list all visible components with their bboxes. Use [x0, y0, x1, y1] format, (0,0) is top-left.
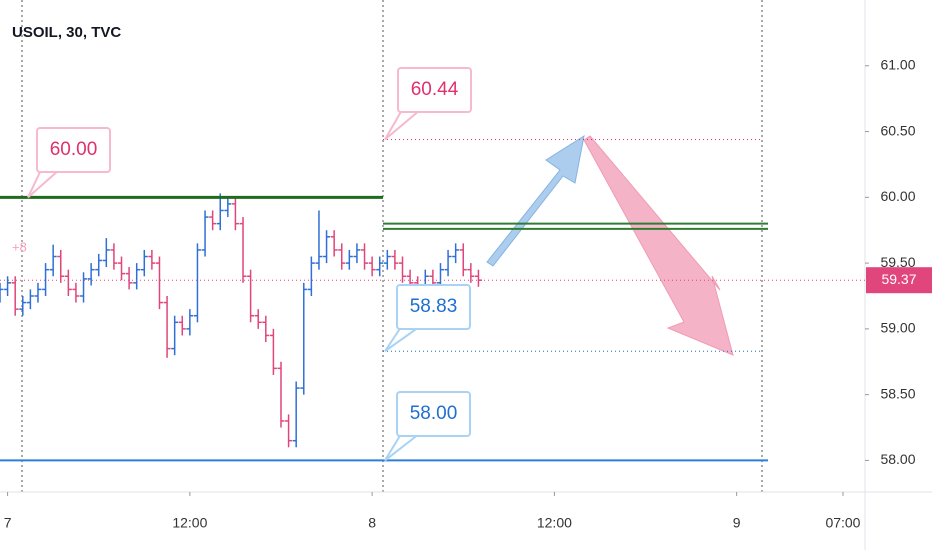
ohlc-bar	[171, 315, 179, 356]
ohlc-bar	[292, 381, 300, 448]
ohlc-bar	[19, 295, 27, 316]
ohlc-bar	[57, 249, 65, 283]
ohlc-bar	[155, 256, 163, 310]
x-tick-label: 9	[733, 515, 741, 531]
ohlc-bar	[345, 249, 353, 270]
ohlc-bar	[323, 230, 331, 264]
ohlc-bar	[95, 253, 103, 277]
callout-pointer	[384, 109, 421, 141]
faint-label: +8	[12, 239, 27, 254]
ohlc-bar	[315, 210, 323, 270]
callout-label: 60.44	[411, 79, 459, 100]
ohlc-bar	[361, 243, 369, 270]
ohlc-bar	[277, 361, 285, 428]
ohlc-bar	[247, 269, 255, 323]
ohlc-bar	[49, 244, 57, 277]
ohlc-bar	[269, 328, 277, 375]
ohlc-bar	[178, 315, 186, 336]
callout-pointer	[27, 169, 60, 199]
ohlc-bar	[26, 289, 34, 310]
callout-box	[397, 67, 472, 113]
ohlc-bar	[459, 243, 467, 277]
ohlc-bar	[452, 243, 460, 264]
ohlc-bar	[383, 249, 391, 270]
last-price-box	[866, 267, 932, 294]
ohlc-bar	[118, 256, 126, 281]
ohlc-bar	[110, 243, 118, 270]
ohlc-bar	[148, 249, 156, 270]
ohlc-bar	[0, 282, 4, 303]
ohlc-bar	[467, 263, 475, 283]
y-tick-label: 58.00	[880, 451, 915, 467]
ohlc-bar	[42, 263, 50, 296]
callout-label: 60.00	[50, 139, 98, 160]
down-arrow	[583, 135, 734, 356]
ohlc-bar	[11, 276, 19, 316]
ohlc-bar	[224, 197, 232, 218]
ohlc-bar	[254, 309, 262, 329]
up-arrow	[486, 134, 585, 267]
ohlc-bar	[300, 282, 308, 395]
ohlc-bar	[444, 249, 452, 277]
ohlc-bar	[239, 217, 247, 283]
ohlc-bar	[209, 210, 217, 231]
ohlc-bar	[353, 243, 361, 264]
y-tick-label: 60.50	[880, 122, 915, 138]
ohlc-bar	[125, 267, 133, 290]
ohlc-bar	[133, 263, 141, 290]
ohlc-bar	[64, 269, 72, 296]
ohlc-bar	[391, 249, 399, 270]
callout-pointer	[384, 326, 420, 353]
ohlc-bar	[368, 256, 376, 277]
callout-label: 58.83	[410, 296, 458, 317]
ohlc-bar	[87, 263, 95, 286]
ohlc-bar	[216, 193, 224, 231]
x-tick-label: 8	[368, 515, 376, 531]
callout-pointer	[384, 433, 420, 462]
callout-box	[396, 391, 471, 437]
y-tick-label: 61.00	[880, 56, 915, 72]
callout-box	[36, 127, 111, 173]
y-tick-label: 59.50	[880, 254, 915, 270]
y-tick-label: 58.50	[880, 385, 915, 401]
last-price-label: 59.37	[881, 271, 916, 287]
x-tick-label: 12:00	[172, 515, 207, 531]
ohlc-bar	[140, 249, 148, 277]
callout-box	[396, 284, 471, 330]
ohlc-bar	[186, 309, 194, 336]
ohlc-bar	[34, 282, 42, 303]
ohlc-bar	[102, 238, 110, 268]
chart-title: USOIL, 30, TVC	[12, 24, 121, 41]
ohlc-bar	[376, 256, 384, 277]
ohlc-bar	[201, 210, 209, 257]
y-tick-label: 59.00	[880, 320, 915, 336]
ohlc-bar	[307, 256, 315, 296]
ohlc-bar	[399, 256, 407, 283]
y-tick-label: 60.00	[880, 188, 915, 204]
ohlc-bar	[262, 315, 270, 343]
ohlc-bar	[193, 243, 201, 323]
x-tick-label: 7	[4, 515, 12, 531]
x-tick-label: 12:00	[537, 515, 572, 531]
ohlc-bar	[231, 197, 239, 231]
ohlc-bar	[330, 230, 338, 257]
callout-label: 58.00	[410, 403, 458, 424]
ohlc-bar	[4, 276, 12, 296]
ohlc-bar	[338, 243, 346, 270]
x-tick-label: 07:00	[825, 515, 860, 531]
ohlc-bar	[72, 282, 80, 303]
ohlc-bar	[285, 414, 293, 448]
ohlc-bar	[163, 295, 171, 358]
ohlc-bar	[80, 272, 88, 303]
